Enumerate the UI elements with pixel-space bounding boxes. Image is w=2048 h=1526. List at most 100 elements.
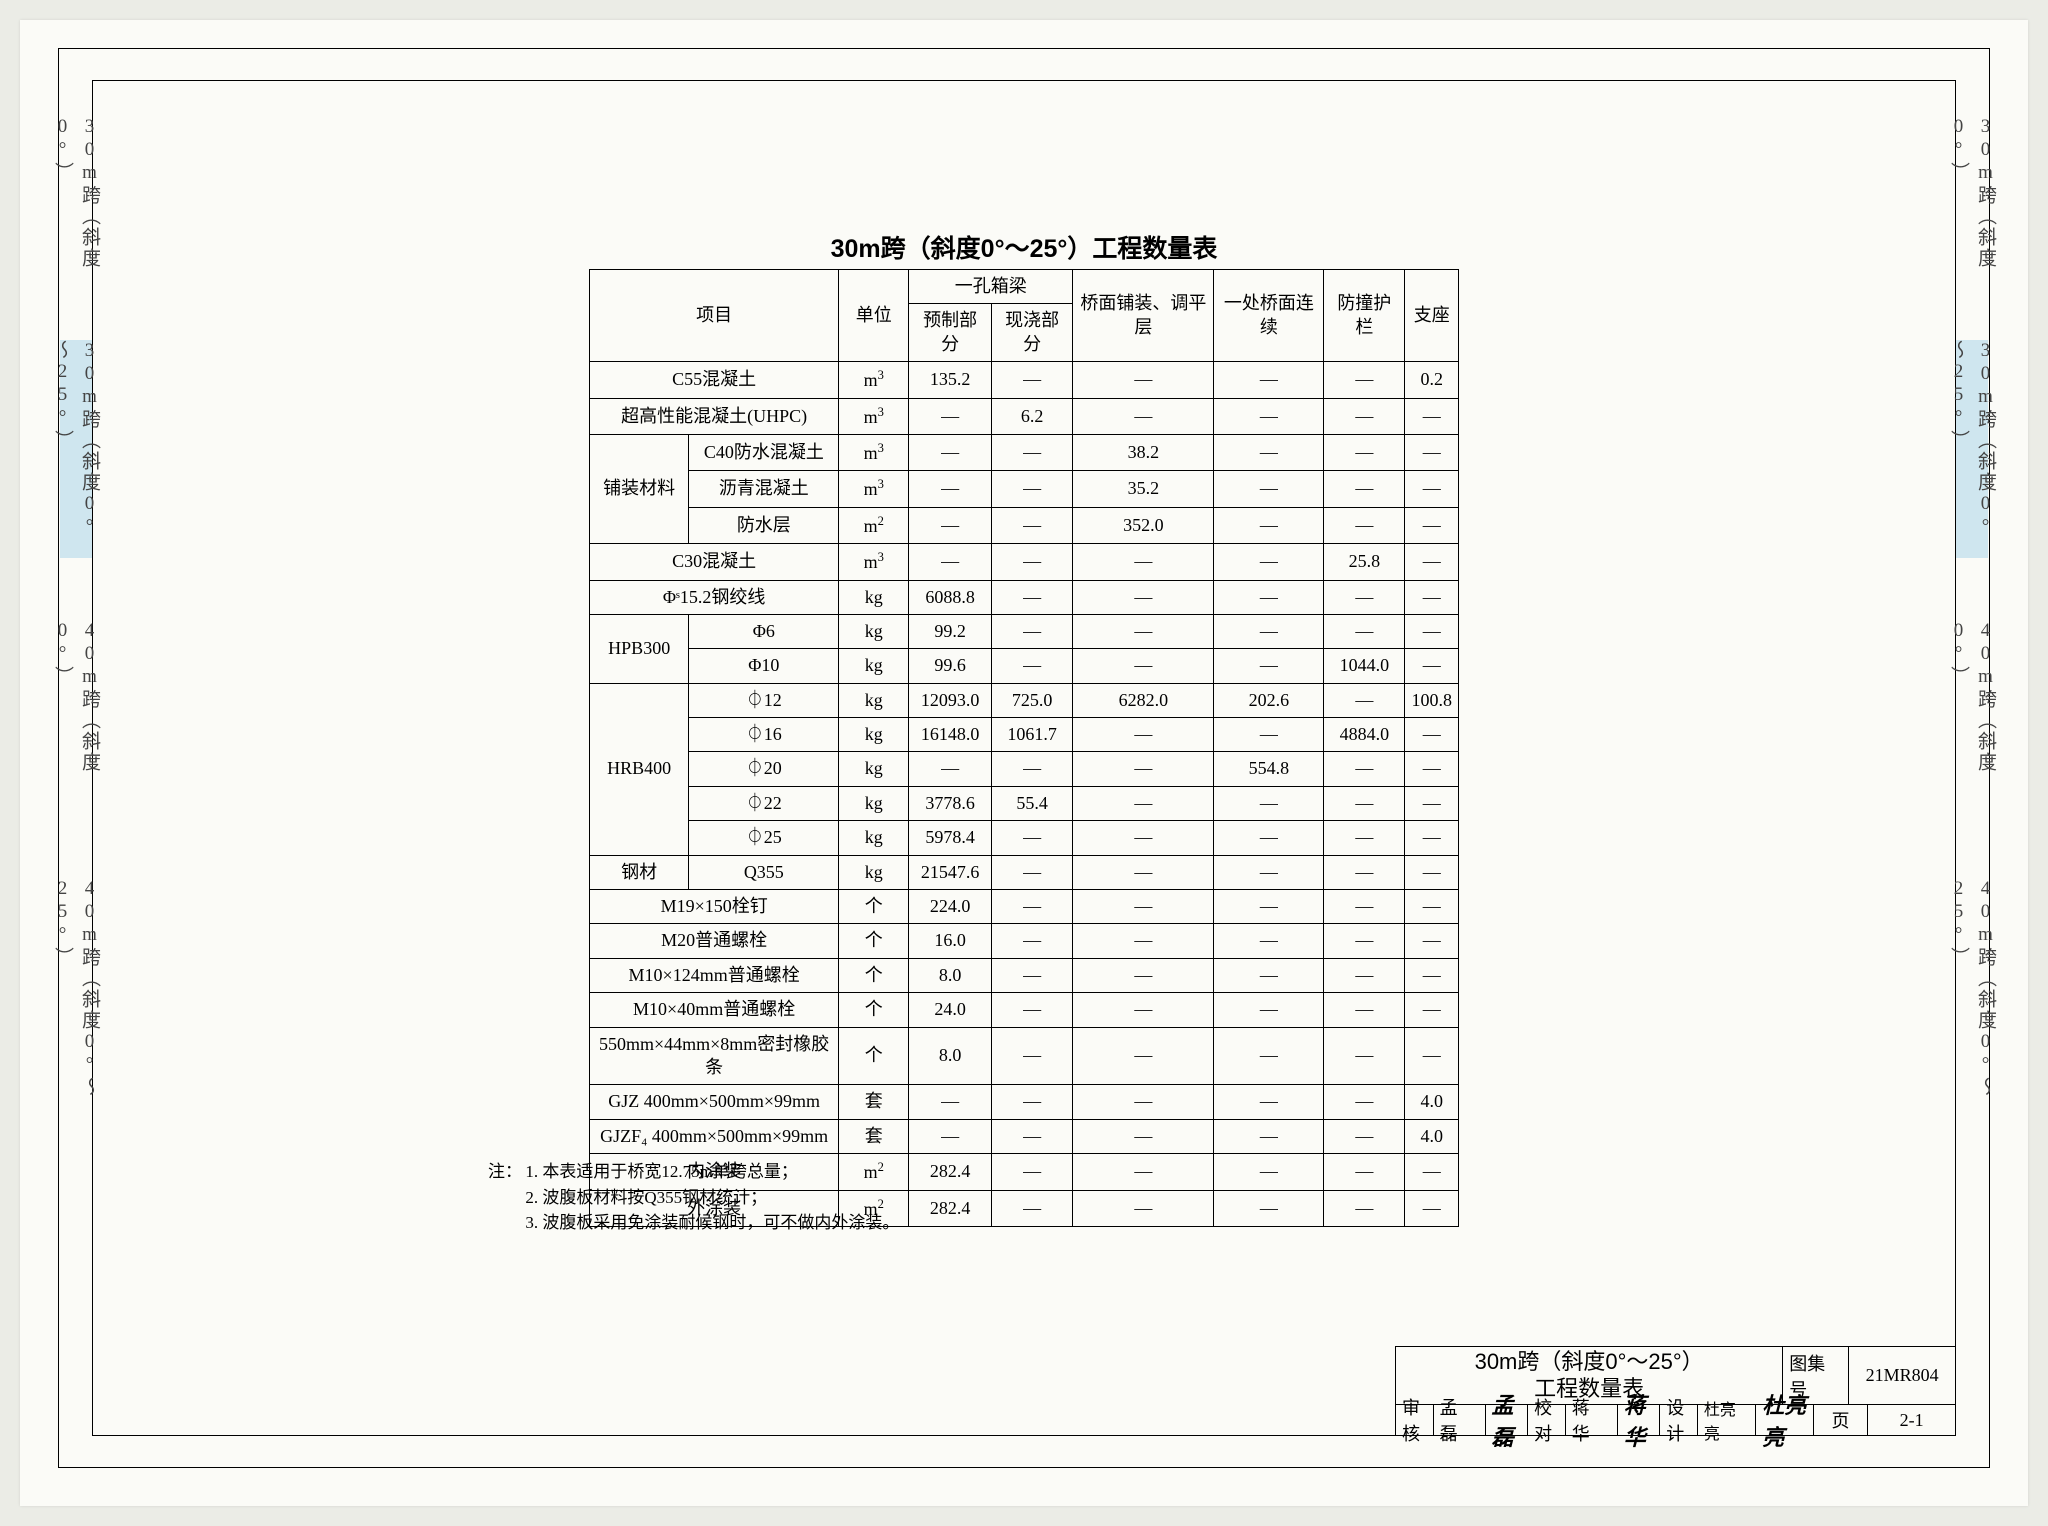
cell-value: —	[1214, 1119, 1324, 1153]
cell-unit: 个	[839, 1027, 909, 1085]
col-item: 项目	[590, 270, 839, 362]
cell-value: —	[1405, 1154, 1459, 1190]
col-guardrail: 防撞护栏	[1324, 270, 1405, 362]
cell-item-sub: ⏀20	[689, 752, 839, 786]
cell-value: —	[1324, 434, 1405, 470]
side-tab: 30m跨（斜度0°）	[1956, 116, 1988, 324]
tb-designer: 杜亮亮	[1698, 1405, 1756, 1435]
side-tab-label: 40m跨（斜度0°）	[1945, 620, 1999, 820]
cell-item-sub: ⏀22	[689, 786, 839, 820]
cell-value: —	[1324, 614, 1405, 648]
cell-value: 6282.0	[1073, 683, 1214, 717]
cell-unit: kg	[839, 752, 909, 786]
tb-reviewer-sig: 孟磊	[1486, 1405, 1528, 1435]
cell-value: —	[1405, 924, 1459, 958]
cell-unit: m3	[839, 434, 909, 470]
table-row: Φ10kg99.6———1044.0—	[590, 649, 1459, 683]
table-row: ⏀25kg5978.4—————	[590, 821, 1459, 855]
note-1: 1. 本表适用于桥宽12.75m单跨总量；	[525, 1162, 797, 1181]
cell-value: —	[909, 434, 992, 470]
cell-value: —	[1214, 649, 1324, 683]
cell-value: —	[1073, 855, 1214, 889]
cell-value: —	[1405, 786, 1459, 820]
cell-value: 12093.0	[909, 683, 992, 717]
cell-item: M10×124mm普通螺栓	[590, 958, 839, 992]
cell-item-sub: 防水层	[689, 507, 839, 543]
notes: 注：1. 本表适用于桥宽12.75m单跨总量； 2. 波腹板材料按Q355钢材统…	[488, 1159, 899, 1236]
cell-value: —	[1073, 786, 1214, 820]
cell-unit: kg	[839, 580, 909, 614]
cell-value: —	[1405, 507, 1459, 543]
col-unit: 单位	[839, 270, 909, 362]
cell-item-sub: Φ10	[689, 649, 839, 683]
cell-value: —	[1214, 1085, 1324, 1119]
cell-value: 21547.6	[909, 855, 992, 889]
cell-value: 55.4	[992, 786, 1073, 820]
cell-value: 135.2	[909, 362, 992, 398]
cell-value: —	[1214, 1154, 1324, 1190]
cell-value: —	[909, 752, 992, 786]
cell-value: 38.2	[1073, 434, 1214, 470]
cell-value: —	[1073, 1119, 1214, 1153]
cell-value: —	[1405, 398, 1459, 434]
cell-value: —	[1324, 752, 1405, 786]
cell-value: —	[1405, 821, 1459, 855]
cell-item-sub: Φ6	[689, 614, 839, 648]
side-tab-label: 30m跨（斜度0°）	[49, 116, 103, 324]
side-tab-label: 40m跨（斜度0°）	[49, 620, 103, 820]
cell-value: 6088.8	[909, 580, 992, 614]
cell-value: —	[1405, 1190, 1459, 1226]
table-row: M10×124mm普通螺栓个8.0—————	[590, 958, 1459, 992]
cell-item: C30混凝土	[590, 544, 839, 580]
cell-value: —	[992, 1190, 1073, 1226]
cell-value: 554.8	[1214, 752, 1324, 786]
table-row: ⏀20kg———554.8——	[590, 752, 1459, 786]
cell-value: —	[1214, 1190, 1324, 1226]
cell-item-sub: ⏀12	[689, 683, 839, 717]
cell-value: 3778.6	[909, 786, 992, 820]
cell-value: —	[1073, 1085, 1214, 1119]
side-tab-label: 30m跨（斜度0°）	[1945, 116, 1999, 324]
cell-value: 100.8	[1405, 683, 1459, 717]
cell-value: —	[909, 544, 992, 580]
cell-unit: kg	[839, 855, 909, 889]
cell-value: 16148.0	[909, 718, 992, 752]
table-body: C55混凝土m3135.2————0.2超高性能混凝土(UHPC)m3—6.2—…	[590, 362, 1459, 1227]
cell-item: 550mm×44mm×8mm密封橡胶条	[590, 1027, 839, 1085]
cell-value: —	[1324, 958, 1405, 992]
side-tab: 30m跨（斜度0°～25°）	[1956, 340, 1988, 558]
inner-frame: 30m跨（斜度0°～25°）工程数量表 项目 单位 一孔箱梁 桥面铺装、调平层 …	[92, 80, 1956, 1436]
cell-value: 202.6	[1214, 683, 1324, 717]
cell-value: —	[992, 1085, 1073, 1119]
cell-value: 725.0	[992, 683, 1073, 717]
cell-value: —	[992, 821, 1073, 855]
table-row: 防水层m2——352.0———	[590, 507, 1459, 543]
cell-value: 25.8	[1324, 544, 1405, 580]
table-row: C55混凝土m3135.2————0.2	[590, 362, 1459, 398]
table-row: 超高性能混凝土(UHPC)m3—6.2————	[590, 398, 1459, 434]
cell-value: —	[1324, 683, 1405, 717]
cell-value: —	[1214, 471, 1324, 507]
cell-item-sub: 沥青混凝土	[689, 471, 839, 507]
cell-value: —	[1214, 993, 1324, 1027]
cell-value: —	[1405, 890, 1459, 924]
cell-unit: kg	[839, 821, 909, 855]
side-tab: 40m跨（斜度0°～25°）	[1956, 878, 1988, 1102]
cell-value: —	[1073, 1027, 1214, 1085]
cell-value: —	[1073, 718, 1214, 752]
col-boxgirder-pre: 预制部分	[909, 304, 992, 362]
cell-value: 99.6	[909, 649, 992, 683]
table-row: ⏀22kg3778.655.4————	[590, 786, 1459, 820]
cell-value: —	[1214, 362, 1324, 398]
tb-designer-sig: 杜亮亮	[1756, 1405, 1813, 1435]
cell-unit: m3	[839, 544, 909, 580]
table-row: C30混凝土m3————25.8—	[590, 544, 1459, 580]
cell-value: 1044.0	[1324, 649, 1405, 683]
cell-item-sub: C40防水混凝土	[689, 434, 839, 470]
cell-value: 6.2	[992, 398, 1073, 434]
cell-unit: 套	[839, 1085, 909, 1119]
cell-unit: kg	[839, 683, 909, 717]
title-block: 30m跨（斜度0°～25°） 工程数量表 图集号 21MR804 审核 孟 磊 …	[1395, 1346, 1955, 1435]
tb-check-label: 校对	[1528, 1405, 1566, 1435]
table-head: 项目 单位 一孔箱梁 桥面铺装、调平层 一处桥面连续 防撞护栏 支座 预制部分 …	[590, 270, 1459, 362]
